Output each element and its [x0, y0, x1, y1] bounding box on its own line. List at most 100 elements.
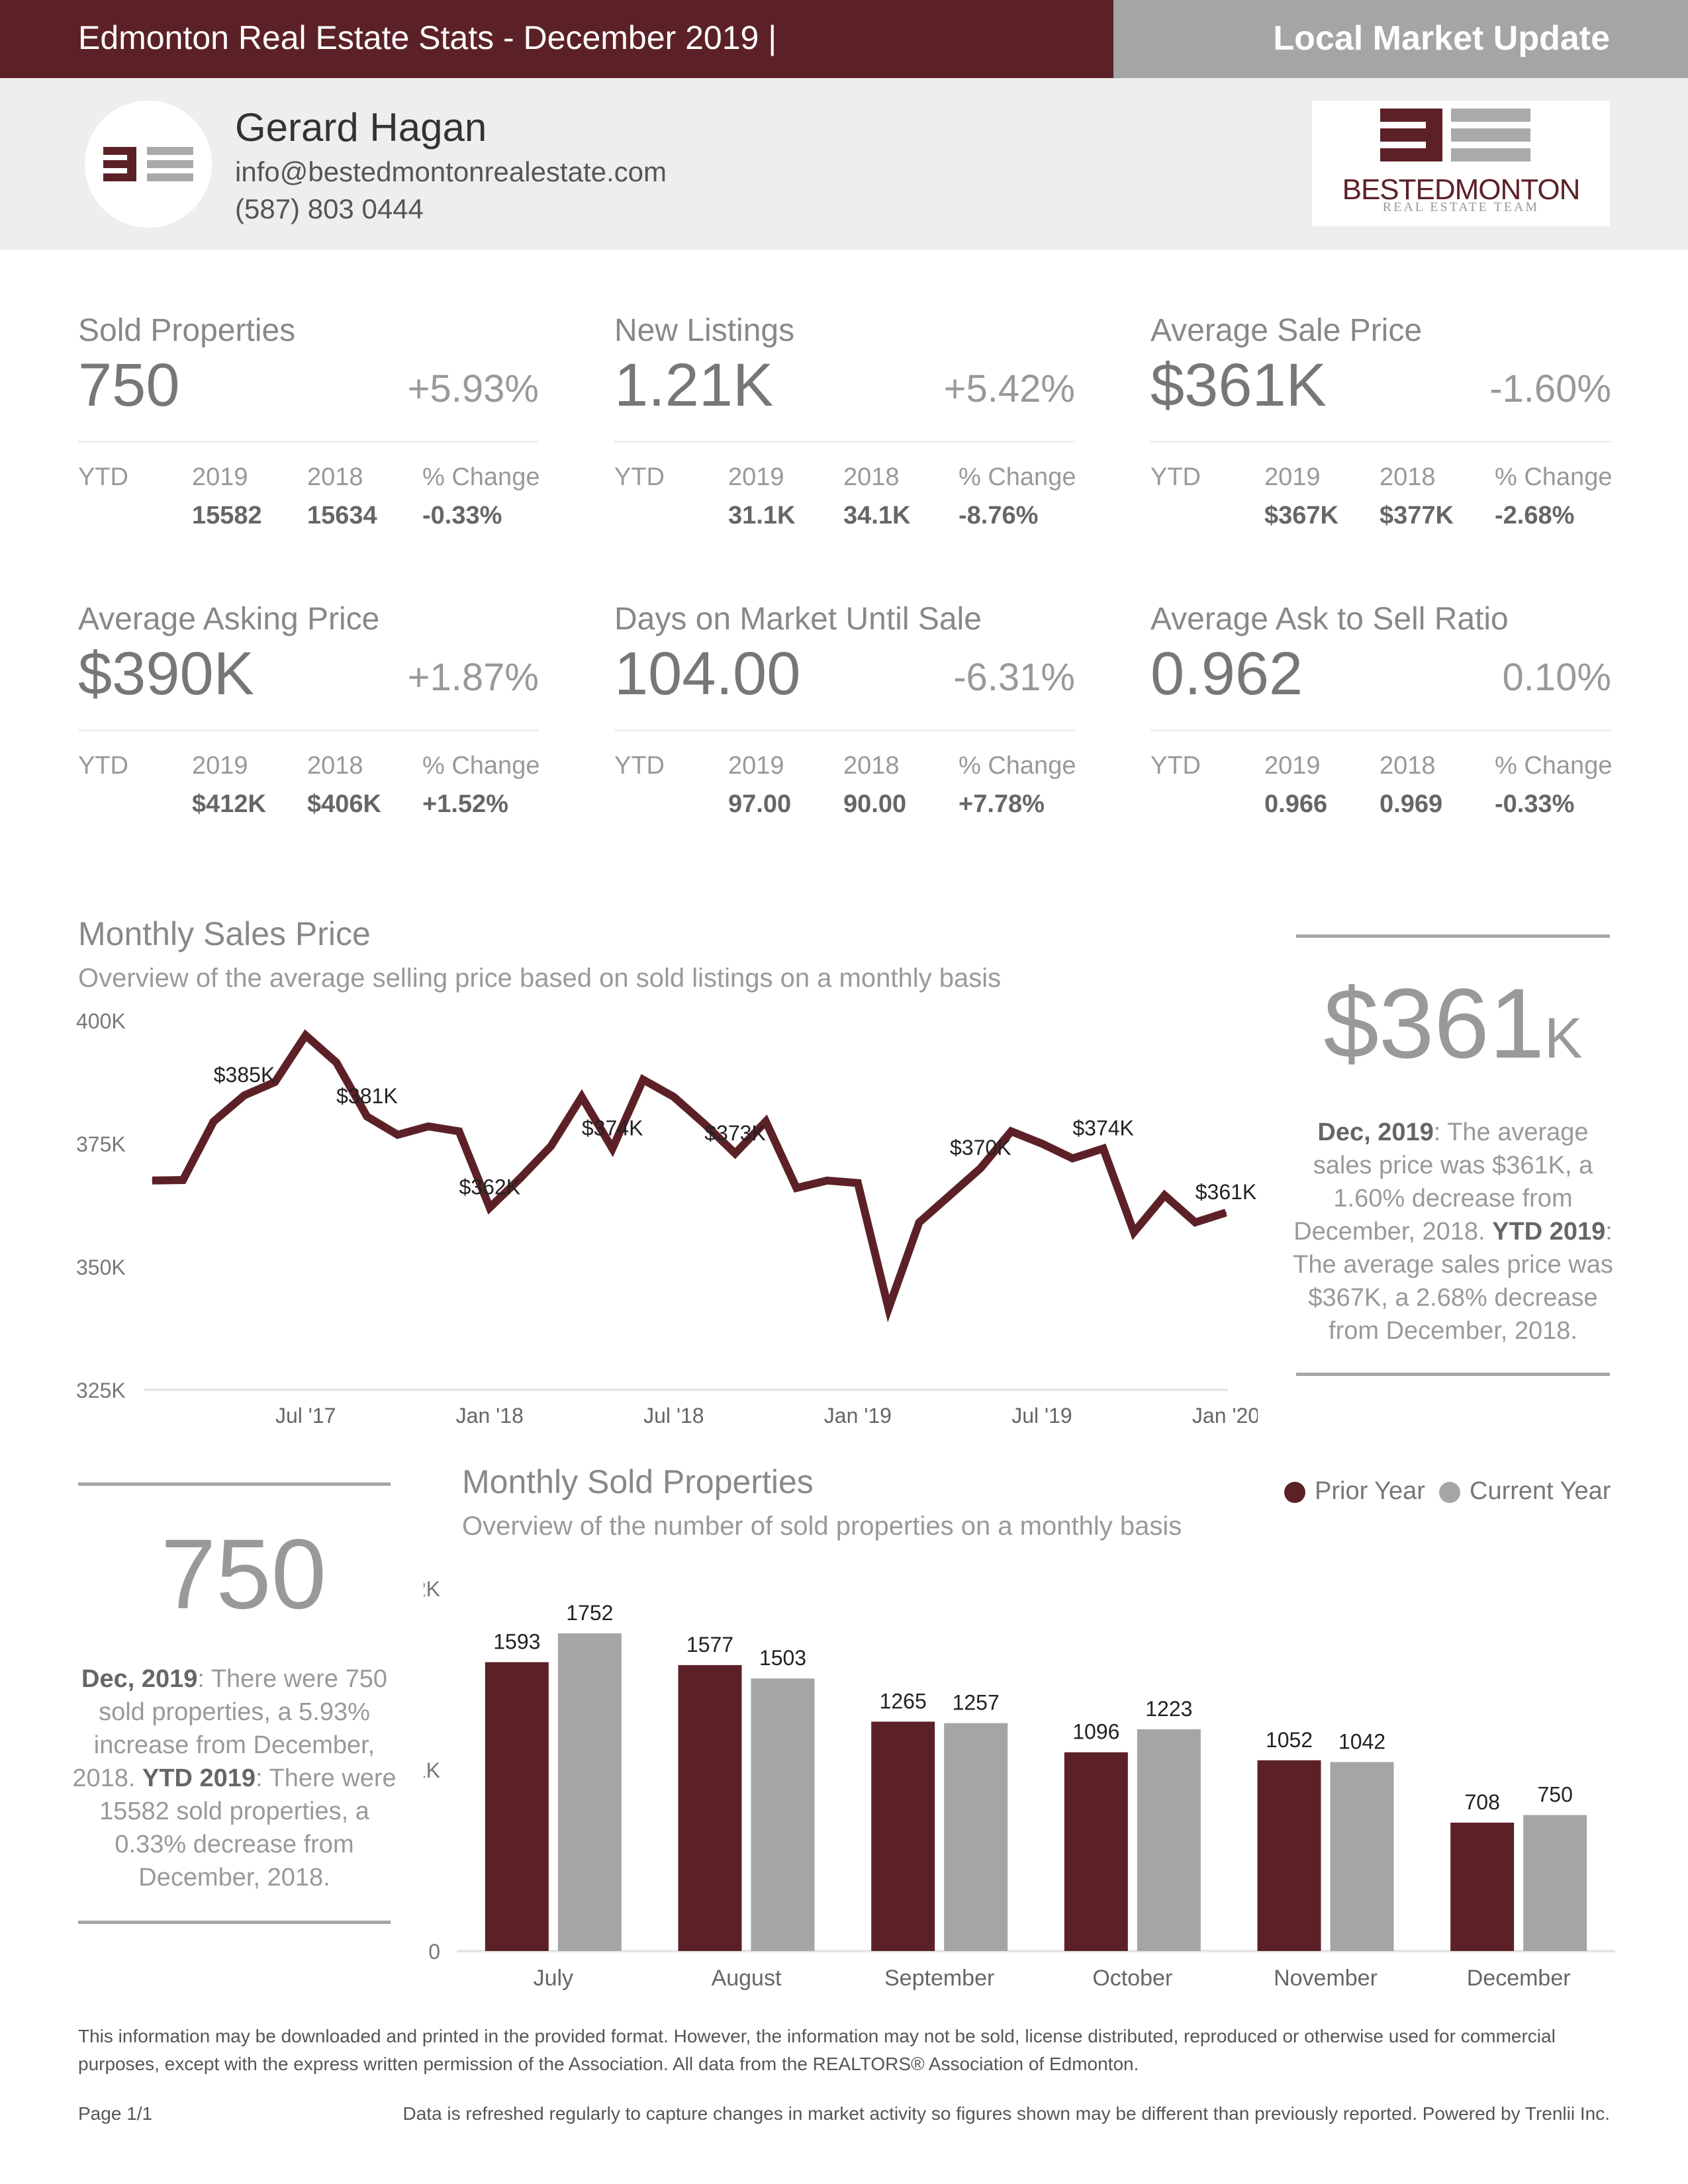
data-point — [980, 1167, 982, 1169]
sales-price-title: Monthly Sales Price — [78, 915, 371, 952]
data-point — [765, 1120, 767, 1122]
ytd-change-value: +7.78% — [959, 790, 1045, 818]
ytd-2018-label: 2018 — [307, 752, 363, 780]
data-point — [1010, 1130, 1012, 1132]
stat-days-on-market: Days on Market Until Sale 104.00 -6.31% … — [614, 601, 1076, 859]
stat-title: Average Asking Price — [78, 602, 380, 637]
ytd-2018-value: 0.969 — [1380, 790, 1443, 818]
data-label: $374K — [582, 1116, 643, 1140]
legend-prior-year: Prior Year — [1315, 1477, 1425, 1505]
data-point — [366, 1116, 368, 1118]
data-point — [305, 1034, 306, 1036]
y-tick-label: 400K — [76, 1009, 126, 1033]
callout-rule-top — [78, 1482, 391, 1486]
stat-title: New Listings — [614, 313, 795, 348]
ytd-2018-value: $406K — [307, 790, 381, 818]
category-label: October — [1092, 1966, 1172, 1991]
stat-new-listings: New Listings 1.21K +5.42% YTD 2019 2018 … — [614, 312, 1076, 570]
ytd-change-label: % Change — [422, 752, 540, 780]
bar — [1450, 1823, 1515, 1951]
stat-value: $390K — [78, 640, 255, 707]
category-label: December — [1467, 1966, 1571, 1991]
y-tick-label: 1K — [424, 1758, 440, 1782]
stat-change: -1.60% — [1489, 367, 1611, 410]
legend-current-year-icon — [1439, 1482, 1460, 1503]
data-point — [949, 1195, 951, 1197]
y-tick-label: 325K — [76, 1379, 126, 1402]
agent-email[interactable]: info@bestedmontonrealestate.com — [235, 156, 667, 187]
ytd-2019-value: $412K — [192, 790, 266, 818]
bar — [944, 1723, 1008, 1951]
stat-average-asking-price: Average Asking Price $390K +1.87% YTD 20… — [78, 601, 539, 859]
brand-mark-icon — [103, 147, 193, 181]
ytd-change-value: -2.68% — [1495, 502, 1575, 529]
ytd-change-value: -0.33% — [1495, 790, 1575, 818]
ytd-2018-label: 2018 — [1380, 463, 1436, 491]
x-tick-label: Jul '17 — [275, 1404, 336, 1428]
ytd-2019-label: 2019 — [192, 752, 248, 780]
agent-phone[interactable]: (587) 803 0444 — [235, 193, 424, 224]
bar-value-label: 1096 — [1072, 1720, 1119, 1744]
bar — [751, 1678, 815, 1951]
bar-value-label: 1752 — [566, 1601, 613, 1625]
data-point — [1102, 1148, 1104, 1150]
sold-properties-bar-chart: 2K 1K 0 1593 1752 July 1577 1503 August 1265 1257 S… — [424, 1577, 1615, 1991]
divider — [78, 729, 539, 731]
ytd-change-label: % Change — [959, 752, 1076, 780]
page-title: Edmonton Real Estate Stats - December 20… — [78, 19, 777, 56]
page-number: Page 1/1 — [78, 2103, 153, 2124]
category-label: July — [534, 1966, 573, 1991]
bar-value-label: 1265 — [880, 1689, 927, 1713]
stat-change: +5.42% — [943, 367, 1075, 410]
bar — [1257, 1760, 1321, 1951]
ytd-2018-label: 2018 — [843, 752, 900, 780]
ytd-2019-value: $367K — [1264, 502, 1338, 529]
bar-value-label: 1223 — [1145, 1697, 1192, 1721]
data-label: $370K — [950, 1136, 1011, 1160]
ytd-2018-value: $377K — [1380, 502, 1454, 529]
brand-name: BESTEDMONTON — [1342, 173, 1581, 206]
callout-rule-bottom — [1296, 1373, 1610, 1376]
ytd-2018-value: 15634 — [307, 502, 377, 529]
bar-value-label: 1503 — [759, 1646, 806, 1670]
data-point — [428, 1125, 430, 1127]
bar — [678, 1664, 742, 1951]
header-bar — [0, 0, 1113, 78]
price-callout-text: Dec, 2019: The average sales price was $… — [1293, 1118, 1613, 1345]
data-label: $361K — [1196, 1180, 1257, 1204]
bar-value-label: 750 — [1537, 1783, 1572, 1807]
data-label: $385K — [214, 1063, 275, 1087]
stat-title: Average Sale Price — [1150, 313, 1423, 348]
x-tick-label: Jan '18 — [456, 1404, 524, 1428]
ytd-change-label: % Change — [1495, 752, 1613, 780]
data-point — [550, 1145, 552, 1147]
x-tick-label: Jan '19 — [824, 1404, 892, 1428]
stat-ask-to-sell-ratio: Average Ask to Sell Ratio 0.962 0.10% YT… — [1150, 601, 1613, 859]
ytd-2019-label: 2019 — [728, 752, 784, 780]
ytd-2019-value: 31.1K — [728, 502, 796, 529]
data-point — [1133, 1231, 1135, 1233]
data-point — [182, 1179, 184, 1181]
data-label: $373K — [704, 1121, 766, 1145]
sold-properties-title: Monthly Sold Properties — [462, 1463, 814, 1500]
stat-value: 104.00 — [614, 640, 801, 707]
data-point — [826, 1179, 828, 1181]
header-bar-right — [1113, 0, 1688, 78]
y-tick-label: 0 — [428, 1940, 440, 1964]
ytd-2018-label: 2018 — [307, 463, 363, 491]
y-tick-label: 375K — [76, 1132, 126, 1156]
stat-title: Sold Properties — [78, 313, 296, 348]
data-point — [520, 1177, 522, 1179]
divider — [78, 441, 539, 443]
y-tick-label: 350K — [76, 1255, 126, 1279]
stat-value: $361K — [1150, 351, 1327, 419]
divider — [614, 729, 1075, 731]
sold-callout-number: 750 — [160, 1518, 327, 1629]
legend-current-year: Current Year — [1470, 1477, 1611, 1505]
stat-change: +5.93% — [407, 367, 539, 410]
ytd-change-value: +1.52% — [422, 790, 508, 818]
bar-value-label: 1042 — [1338, 1729, 1385, 1753]
ytd-label: YTD — [614, 463, 665, 491]
x-tick-label: Jul '19 — [1011, 1404, 1072, 1428]
callout-rule-top — [1296, 934, 1610, 938]
